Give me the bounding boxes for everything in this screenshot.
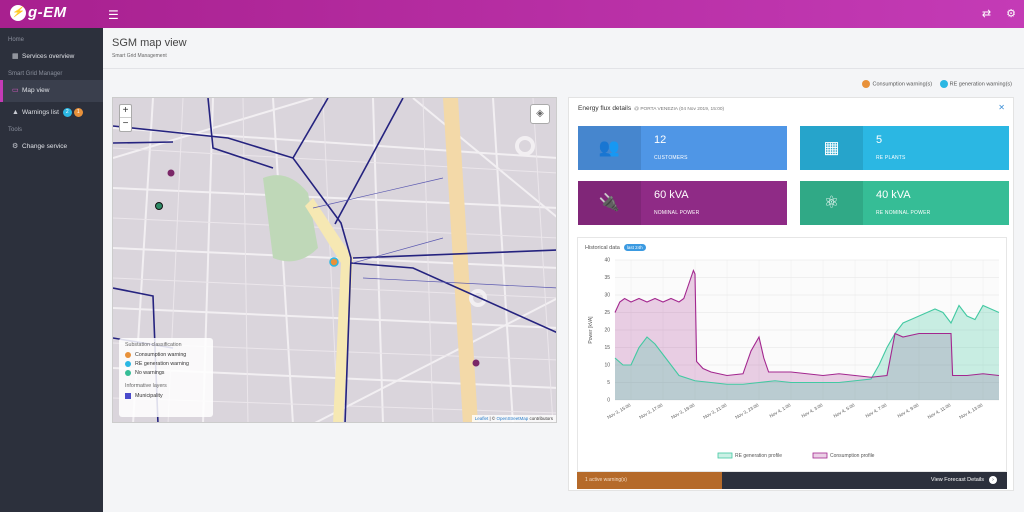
y-tick-label: 40	[604, 258, 610, 264]
orange-dot-icon	[125, 351, 131, 358]
legend-swatch	[812, 452, 828, 459]
consumption-series-area	[615, 270, 999, 400]
close-icon[interactable]: ✕	[998, 103, 1005, 112]
kpi-re-plants: ▦ 5 RE PLANTS	[800, 126, 1009, 170]
consumption-warning-icon	[862, 80, 871, 88]
plug-icon: 🔌	[578, 181, 641, 225]
hub-icon: ⚛	[800, 181, 863, 225]
page-subtitle: Smart Grid Management	[112, 53, 167, 59]
sidebar-item-change-service[interactable]: ⚙ Change service	[0, 136, 103, 158]
municipality-swatch-icon	[125, 392, 131, 399]
energy-flux-panel: Energy flux details @ PORTA VENEZIA (04 N…	[568, 97, 1014, 491]
users-icon: 👥	[578, 126, 641, 170]
warnings-legend: Consumption warning(s) RE generation war…	[856, 80, 1012, 88]
x-tick-label: Nov 3, 15:00	[606, 402, 631, 420]
y-tick-label: 35	[604, 275, 610, 281]
chart-title: Historical data last 24h	[585, 244, 646, 251]
y-tick-label: 0	[607, 398, 610, 404]
warning-icon: ▲	[12, 109, 19, 116]
layers-button[interactable]: ◈	[530, 104, 550, 124]
legend-swatch	[717, 452, 733, 459]
top-bar: ⚡ g-EM ☰ ⇄ ⚙	[0, 0, 1024, 28]
sidebar-item-services-overview[interactable]: ▦ Services overview	[0, 46, 103, 68]
osm-link[interactable]: OpenStreetMap	[496, 416, 529, 421]
legend-label: Consumption profile	[830, 453, 875, 459]
legend-label: RE generation profile	[735, 453, 782, 459]
sidebar-item-map-view[interactable]: ▭ Map view	[0, 80, 103, 102]
map-view[interactable]: + − ◈ Substation classification Consumpt…	[112, 97, 557, 423]
zoom-out-button[interactable]: −	[122, 118, 129, 129]
panel-meta: @ PORTA VENEZIA (04 Nov 2019, 15:00)	[634, 107, 725, 112]
y-axis-label: Power [kVA]	[588, 316, 594, 344]
x-tick-label: Nov 3, 23:00	[734, 402, 759, 420]
y-tick-label: 15	[604, 345, 610, 351]
y-tick-label: 5	[607, 380, 610, 386]
zoom-in-button[interactable]: +	[120, 105, 131, 118]
sidebar-section-tools: Tools	[8, 127, 23, 133]
panel-footer: 1 active warning(s) View Forecast Detail…	[577, 472, 1007, 489]
x-tick-label: Nov 3, 17:00	[638, 402, 663, 420]
x-tick-label: Nov 4, 11:00	[927, 402, 952, 419]
zoom-control: + −	[119, 104, 132, 132]
cogs-icon: ⚙	[12, 143, 19, 150]
hamburger-icon[interactable]: ☰	[108, 8, 119, 22]
historical-data-chart: 0 5 10 15 20 25 30 35 40 Nov 3, 15:00 Nov 3, 17:00…	[577, 237, 1007, 472]
re-generation-warning-icon	[939, 80, 948, 88]
page-title: SGM map view	[112, 37, 187, 49]
sidebar-section-home: Home	[8, 37, 25, 43]
legend-no-warnings: No warnings	[125, 369, 207, 378]
leaflet-link[interactable]: Leaflet	[474, 416, 489, 421]
map-icon: ▭	[12, 87, 19, 94]
y-tick-label: 10	[604, 363, 610, 369]
map-legend: Substation classification Consumption wa…	[119, 338, 213, 417]
view-forecast-details-link[interactable]: View Forecast Details ›	[931, 472, 997, 489]
y-tick-label: 30	[604, 293, 610, 299]
kpi-re-nominal-power: ⚛ 40 kVA RE NOMINAL POWER	[800, 181, 1009, 225]
x-tick-label: Nov 3, 21:00	[702, 402, 727, 420]
arrow-right-icon: ›	[989, 476, 997, 484]
divider	[103, 68, 1024, 69]
x-tick-label: Nov 4, 5:00	[833, 402, 856, 418]
consumption-series-line	[614, 269, 1000, 378]
x-tick-label: Nov 4, 1:00	[769, 402, 792, 418]
solar-panel-icon: ▦	[800, 126, 863, 170]
last-24h-badge: last 24h	[623, 244, 646, 251]
layers-icon: ◈	[536, 108, 544, 119]
x-tick-label: Nov 3, 19:00	[670, 402, 695, 420]
x-tick-label: Nov 4, 7:00	[865, 402, 888, 418]
map-attribution: Leaflet | © OpenStreetMap contributors	[471, 415, 556, 422]
cyan-dot-icon	[125, 360, 131, 367]
panel-title: Energy flux details @ PORTA VENEZIA (04 N…	[578, 105, 725, 112]
legend-re-generation-warning: RE generation warning	[125, 360, 207, 369]
active-warnings-label[interactable]: 1 active warning(s)	[577, 472, 722, 489]
x-tick-label: Nov 4, 13:00	[958, 402, 983, 420]
legend-municipality[interactable]: Municipality	[125, 392, 207, 401]
settings-icon[interactable]: ⚙	[1006, 8, 1016, 20]
chart-canvas: 0 5 10 15 20 25 30 35 40 Nov 3, 15:00 Nov 3, 17:00…	[588, 258, 1000, 459]
re-generation-series-line	[614, 304, 1000, 385]
app-logo[interactable]: ⚡ g-EM	[10, 4, 67, 21]
sidebar: Home ▦ Services overview Smart Grid Manag…	[0, 28, 103, 512]
sidebar-section-smart-grid-manager: Smart Grid Manager	[8, 71, 63, 77]
legend-title: Substation classification	[125, 342, 182, 348]
consumption-warning-badge: 1	[73, 107, 83, 117]
y-tick-label: 20	[604, 328, 610, 334]
kpi-customers: 👥 12 CUSTOMERS	[578, 126, 787, 170]
x-tick-label: Nov 4, 9:00	[897, 402, 920, 418]
re-generation-series-area	[615, 305, 999, 400]
x-tick-label: Nov 4, 3:00	[801, 402, 824, 418]
re-warning-badge: 2	[62, 107, 72, 117]
y-tick-label: 25	[604, 310, 610, 316]
refresh-icon[interactable]: ⇄	[981, 8, 992, 20]
legend-consumption-warning: Consumption warning	[125, 351, 207, 360]
kpi-nominal-power: 🔌 60 kVA NOMINAL POWER	[578, 181, 787, 225]
legend-layers-title: Informative layers	[125, 383, 167, 389]
grid-icon: ▦	[12, 53, 19, 60]
green-dot-icon	[125, 369, 131, 376]
